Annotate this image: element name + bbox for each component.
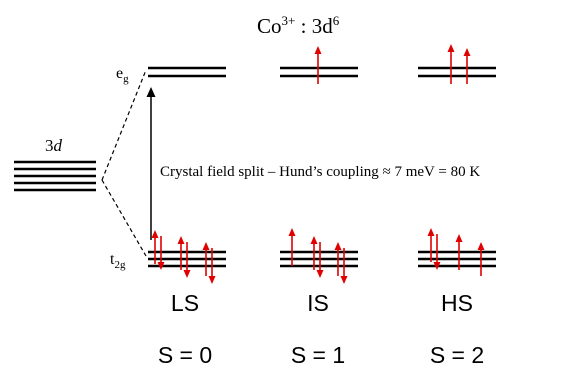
spin-value-ls: S = 0 xyxy=(158,342,212,368)
state-labels: LS IS HS xyxy=(171,290,473,316)
state-label-hs: HS xyxy=(441,290,473,316)
eg-levels xyxy=(148,66,496,78)
free-ion-label: 3d xyxy=(45,136,63,155)
ion-symbol: Co xyxy=(257,14,282,38)
free-ion-shell-number: 3 xyxy=(45,136,54,155)
ion-charge: 3+ xyxy=(282,13,296,28)
spin-values: S = 0 S = 1 S = 2 xyxy=(158,342,484,368)
hs-t2g-spins xyxy=(427,228,485,276)
t2g-label-sub: 2g xyxy=(114,259,126,271)
diagram-title: Co3+ : 3d6 xyxy=(257,13,340,38)
eg-label: eg xyxy=(116,65,129,85)
t2g-label-main: t xyxy=(110,251,115,268)
eg-label-main: e xyxy=(116,65,123,82)
eg-label-sub: g xyxy=(123,73,129,85)
t2g-label: t2g xyxy=(110,251,126,271)
t2g-levels xyxy=(148,250,496,268)
is-t2g-spins xyxy=(288,228,348,284)
state-label-ls: LS xyxy=(171,290,199,316)
spin-value-hs: S = 2 xyxy=(430,342,484,368)
electron-config: : 3d xyxy=(295,14,333,38)
ls-t2g-spins xyxy=(151,230,216,284)
state-label-is: IS xyxy=(307,290,329,316)
eg-spins xyxy=(314,44,471,84)
free-ion-levels xyxy=(14,160,96,192)
electron-count: 6 xyxy=(333,13,340,28)
spin-value-is: S = 1 xyxy=(291,342,345,368)
free-ion-orbital: d xyxy=(54,136,63,155)
split-connector-t2g xyxy=(101,179,147,257)
split-connector-eg xyxy=(101,69,147,181)
splitting-annotation: Crystal field split – Hund’s coupling ≈ … xyxy=(160,164,480,180)
